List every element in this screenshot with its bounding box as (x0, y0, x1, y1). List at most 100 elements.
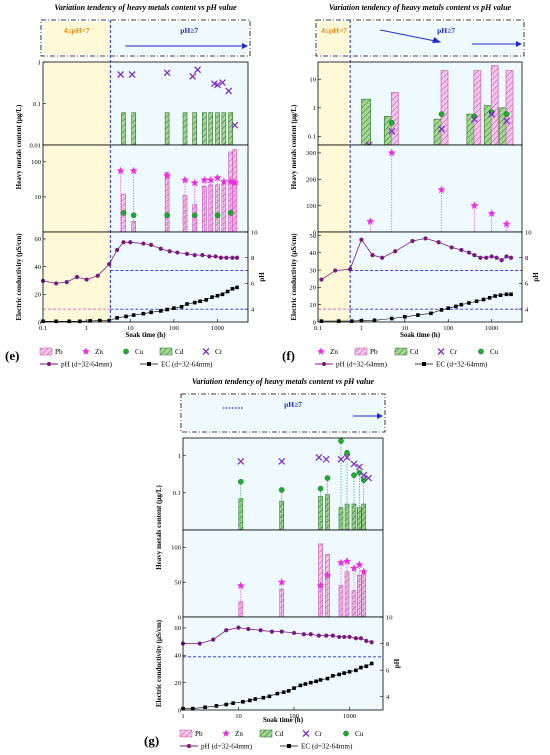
cr-marker (237, 458, 245, 465)
y-tick-label: 0.1 (308, 134, 316, 141)
ph-point (234, 255, 240, 260)
legend-cu-label: Cu (490, 348, 499, 356)
legend-cr-swatch (202, 348, 210, 355)
ph-point (246, 626, 251, 632)
legend-cd-swatch (394, 347, 408, 356)
legend: Pb Zn Cu Cd Cr pH (d=32-64mm) EC (d=32-64mm) (39, 347, 223, 369)
y-axis-label-ec: Electric conductivity (µS/cm) (155, 619, 163, 707)
y-tick-label: 200 (306, 177, 317, 184)
high-ph-region (110, 145, 248, 232)
y-tick-label: 10 (34, 194, 41, 201)
ph-point (484, 255, 489, 260)
legend-ph-label: pH (d=32-64mm) (201, 743, 253, 751)
ec-point (230, 286, 235, 291)
cd-bar (192, 112, 197, 146)
ph-point (192, 253, 197, 258)
y-axis-label-heavy-metals: Heavy metals content (µg/L) (15, 104, 23, 189)
ph-point (449, 245, 454, 250)
ph-point (236, 625, 241, 630)
zn-marker (366, 217, 375, 225)
ec-point (467, 301, 471, 305)
ph-high-label: pH≥7 (180, 26, 198, 35)
y2-tick-label: 4 (251, 306, 255, 313)
cd-bar (228, 112, 233, 146)
cu-marker (324, 475, 331, 481)
zn-marker (355, 560, 364, 569)
ec-point (487, 295, 492, 300)
legend-pb-label: Pb (195, 730, 203, 738)
cr-marker (194, 66, 202, 74)
header-high-bg (110, 22, 248, 54)
cr-marker-b (237, 458, 245, 465)
ec-point (509, 292, 513, 297)
ph-point (224, 628, 229, 633)
zn-marker (502, 219, 511, 228)
zn-marker (213, 173, 222, 182)
cr-marker-b (503, 117, 510, 125)
ec-point (314, 679, 318, 684)
zn-marker (487, 209, 496, 217)
subplot-frame (182, 616, 384, 711)
legend-cd-label: Cd (275, 730, 284, 738)
ph-point (128, 240, 133, 245)
legend-zn-label: Zn (235, 730, 243, 738)
cr-marker (322, 455, 330, 463)
subplot-frame (317, 231, 523, 323)
ph-point (316, 633, 321, 638)
ec-point (253, 697, 258, 701)
ph-point (291, 630, 297, 636)
legend-cu-swatch (343, 730, 349, 737)
legend-zn-label: Zn (95, 348, 103, 356)
zn-marker (323, 571, 332, 579)
x-axis-label: Soak time (h) (400, 331, 441, 339)
cu-marker (120, 210, 127, 216)
cr-marker (189, 72, 197, 80)
top-subplot: 0.11 (173, 437, 384, 531)
zn-marker (343, 557, 351, 565)
ec-point (364, 664, 369, 669)
cr-marker (219, 79, 226, 86)
y-tick-label: 1 (313, 105, 316, 112)
y-axis-label-ph: pH (258, 272, 266, 282)
cr-marker (365, 474, 373, 482)
legend-cu-swatch (123, 348, 129, 355)
ph-point (353, 636, 358, 641)
ph-point (115, 247, 120, 253)
x-tick-label: 10 (235, 713, 242, 720)
ph-point (358, 636, 364, 641)
cu-marker (338, 438, 344, 444)
ec-point (354, 668, 358, 673)
cd-bar (121, 112, 126, 146)
cr-marker (355, 463, 363, 471)
ph-point (200, 253, 205, 258)
ph-point (359, 237, 364, 242)
zn-marker (316, 581, 325, 590)
ph-point (141, 241, 146, 246)
cu-marker (164, 212, 170, 219)
cu-marker (503, 111, 510, 117)
cr-marker (438, 125, 445, 133)
legend-ec-marker (147, 362, 151, 366)
ec-point (336, 319, 341, 323)
y-tick-label: 50 (309, 233, 316, 240)
cr-marker-b (278, 458, 286, 465)
ph-point (279, 629, 284, 634)
y-tick-label: 0.1 (33, 101, 41, 108)
legend-cr-swatch-b (437, 348, 445, 355)
y-tick-label: 40 (34, 264, 41, 271)
ec-point (308, 680, 313, 685)
header-box (180, 393, 386, 433)
ec-point (303, 682, 308, 686)
legend: Pb Zn Cd Cr Cu pH (d=32-64mm) EC (d=32-64mm) (179, 729, 364, 751)
x-tick-label: 100 (289, 713, 300, 720)
low-ph-region (43, 145, 111, 232)
y-tick-label: 300 (306, 150, 317, 157)
ec-point (172, 306, 176, 310)
ph-point (436, 240, 441, 245)
y-tick-label: 0 (38, 319, 42, 326)
ph-point (494, 255, 499, 260)
zn-marker (236, 581, 245, 590)
legend-cu-label: Cu (135, 348, 144, 356)
ec-point (403, 315, 407, 319)
cr-marker-b (350, 460, 358, 468)
